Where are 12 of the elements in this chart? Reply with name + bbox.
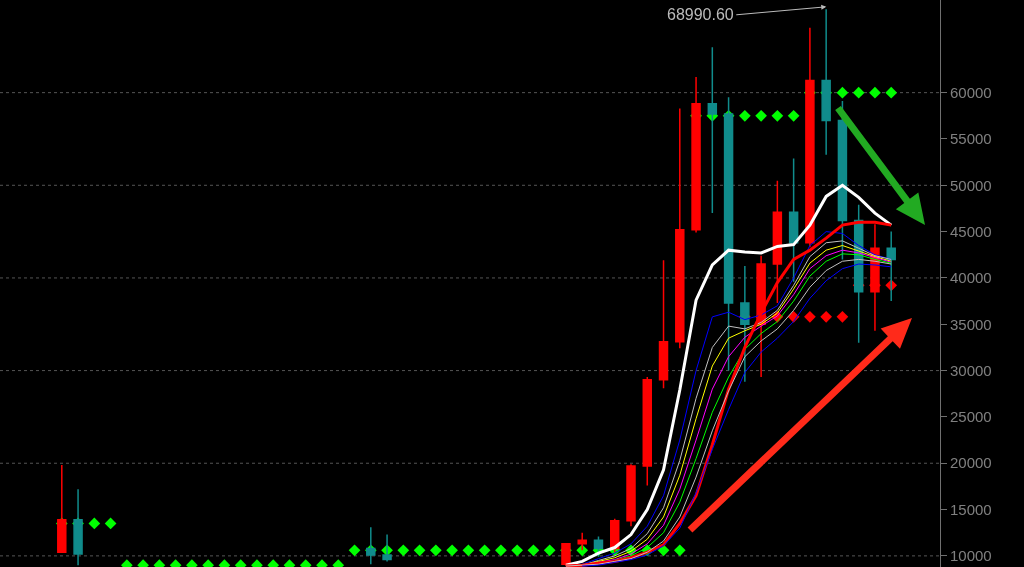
y-tick-label: 40000 — [950, 269, 992, 287]
y-tick-label: 10000 — [950, 547, 992, 565]
y-tick-label: 55000 — [950, 130, 992, 148]
annotation: 68990.60 — [667, 6, 734, 23]
y-tick-label: 35000 — [950, 315, 992, 333]
y-tick-label: 30000 — [950, 361, 992, 379]
y-tick-label: 60000 — [950, 83, 992, 101]
y-tick-label: 25000 — [950, 408, 992, 426]
y-tick-label: 15000 — [950, 500, 992, 518]
y-tick-label: 50000 — [950, 176, 992, 194]
y-tick-label: 45000 — [950, 222, 992, 240]
y-tick-label: 20000 — [950, 454, 992, 472]
